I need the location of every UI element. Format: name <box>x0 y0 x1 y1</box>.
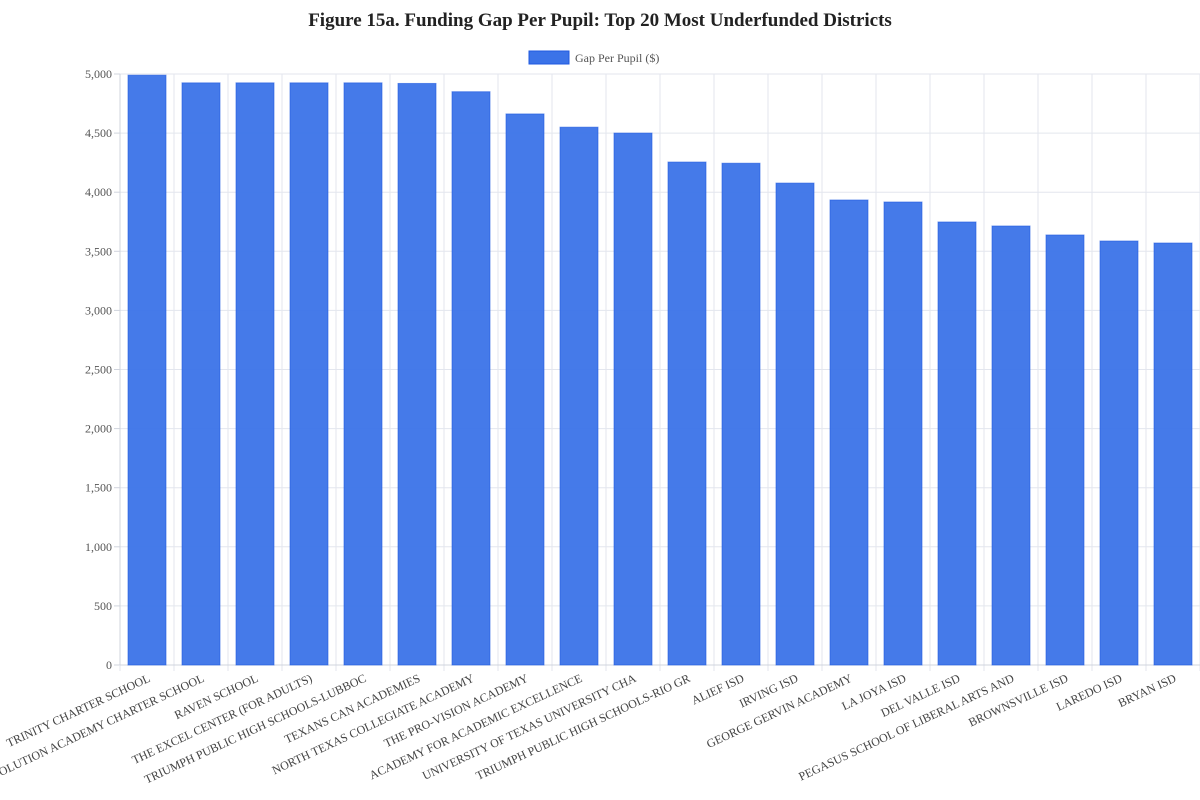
bar <box>1045 234 1085 666</box>
chart-title: Figure 15a. Funding Gap Per Pupil: Top 2… <box>308 10 892 31</box>
y-tick-label: 1,500 <box>85 481 112 495</box>
bar <box>1153 242 1193 666</box>
bar <box>613 132 653 666</box>
bar <box>505 113 545 666</box>
y-tick-label: 3,500 <box>85 244 112 258</box>
bar <box>721 162 761 666</box>
y-tick-label: 2,000 <box>85 422 112 436</box>
bar <box>1099 240 1139 666</box>
y-tick-label: 4,500 <box>85 126 112 140</box>
bar <box>181 82 221 666</box>
y-tick-label: 2,500 <box>85 363 112 377</box>
y-tick-label: 5,000 <box>85 67 112 81</box>
bar <box>397 82 437 666</box>
bar <box>667 161 707 666</box>
bar <box>343 82 383 666</box>
bar <box>289 82 329 666</box>
legend-label: Gap Per Pupil ($) <box>575 51 659 65</box>
bar <box>451 91 491 666</box>
legend-swatch <box>528 50 570 65</box>
bar <box>937 221 977 666</box>
bar <box>991 225 1031 666</box>
y-tick-label: 0 <box>106 658 112 672</box>
y-tick-label: 3,000 <box>85 303 112 317</box>
x-tick-label: BRYAN ISD <box>1116 671 1179 710</box>
bar <box>235 82 275 666</box>
bar <box>559 126 599 666</box>
bar <box>883 201 923 666</box>
bar <box>775 182 815 666</box>
bar <box>127 74 167 666</box>
bar <box>829 199 869 666</box>
y-tick-label: 500 <box>94 599 112 613</box>
y-tick-label: 4,000 <box>85 185 112 199</box>
y-tick-label: 1,000 <box>85 540 112 554</box>
